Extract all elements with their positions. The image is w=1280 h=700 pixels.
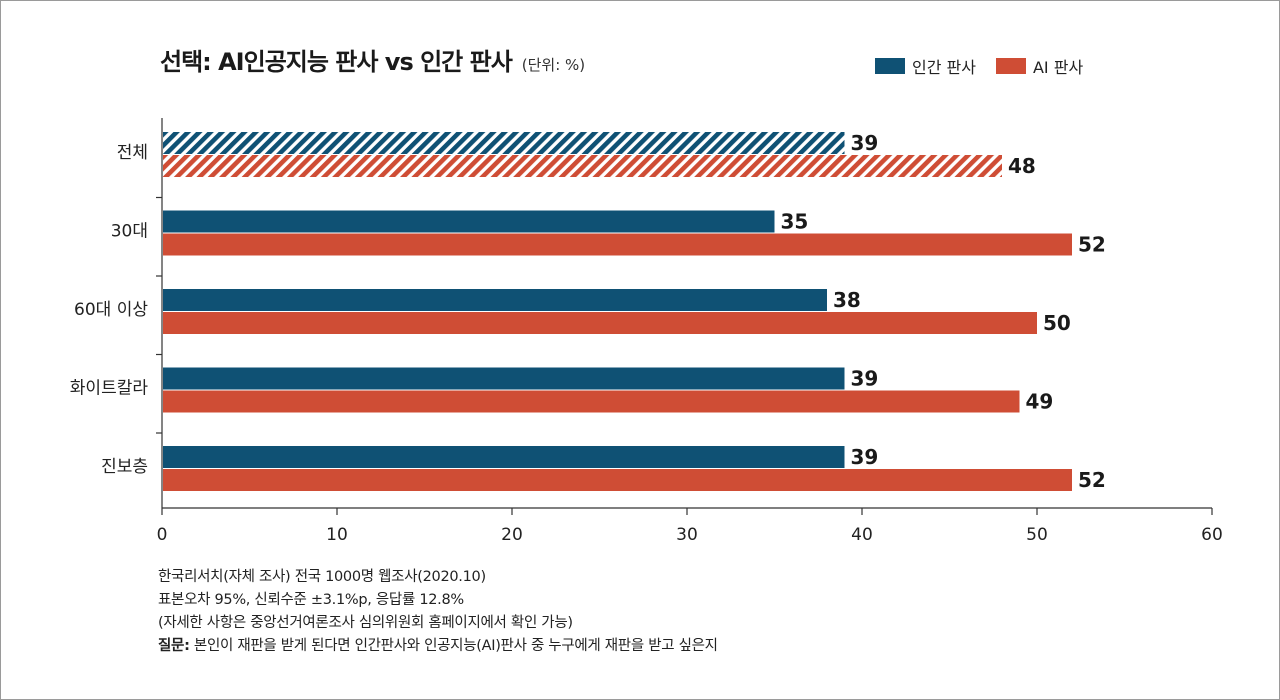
legend: 인간 판사 AI 판사 [875,54,1103,78]
value-label: 52 [1078,233,1106,257]
unit-label: (단위: %) [521,56,586,74]
value-label: 35 [781,210,809,234]
x-tick-label: 30 [676,525,698,545]
legend-item-ai: AI 판사 [995,54,1084,78]
x-tick-label: 10 [326,525,348,545]
value-label: 52 [1078,468,1106,492]
bar-human [163,367,845,390]
category-label: 30대 [111,222,148,242]
bar-ai [163,390,1020,413]
source-notes: 한국리서치(자체 조사) 전국 1000명 웹조사(2020.10) 표본오차 … [158,566,718,658]
note-margin: 표본오차 95%, 신뢰수준 ±3.1%p, 응답률 12.8% [158,592,464,608]
value-label: 49 [1026,390,1054,414]
bar-ai [163,155,1002,177]
x-tick-label: 60 [1201,525,1223,545]
note-source: 한국리서치(자체 조사) 전국 1000명 웹조사(2020.10) [158,569,486,585]
legend-label-ai: AI 판사 [1032,58,1084,77]
bar-ai [163,233,1072,256]
bar-human [163,446,845,468]
category-label: 화이트칼라 [70,379,149,399]
legend-swatch-ai [995,58,1026,74]
note-reference: (자세한 사항은 중앙선거여론조사 심의위원회 홈페이지에서 확인 가능) [158,615,573,631]
x-tick-label: 50 [1026,525,1048,545]
bar-human [163,289,827,311]
value-label: 39 [851,367,879,391]
question-label: 질문: [158,638,190,654]
legend-swatch-human [875,58,905,74]
bar-human [163,210,775,233]
category-label: 전체 [117,143,148,163]
x-tick-label: 0 [157,525,168,545]
legend-label-human: 인간 판사 [912,58,976,77]
bar-human [163,132,845,154]
chart-title-text: 선택: AI인공지능 판사 vs 인간 판사 [160,48,513,76]
category-label: 진보층 [101,457,148,477]
bar-ai [163,469,1072,491]
note-question: 질문: 본인이 재판을 받게 된다면 인간판사와 인공지능(AI)판사 중 누구… [158,635,718,658]
question-text: 본인이 재판을 받게 된다면 인간판사와 인공지능(AI)판사 중 누구에게 재… [189,638,718,654]
x-tick-label: 40 [851,525,873,545]
value-label: 38 [833,288,861,312]
chart-title: 선택: AI인공지능 판사 vs 인간 판사 (단위: %) [160,42,585,77]
value-label: 39 [851,445,879,469]
value-label: 39 [851,131,879,155]
legend-item-human: 인간 판사 [875,54,976,78]
bar-ai [163,312,1037,334]
value-label: 50 [1043,311,1071,335]
category-label: 60대 이상 [74,300,148,320]
x-tick-label: 20 [501,525,523,545]
value-label: 48 [1008,154,1036,178]
